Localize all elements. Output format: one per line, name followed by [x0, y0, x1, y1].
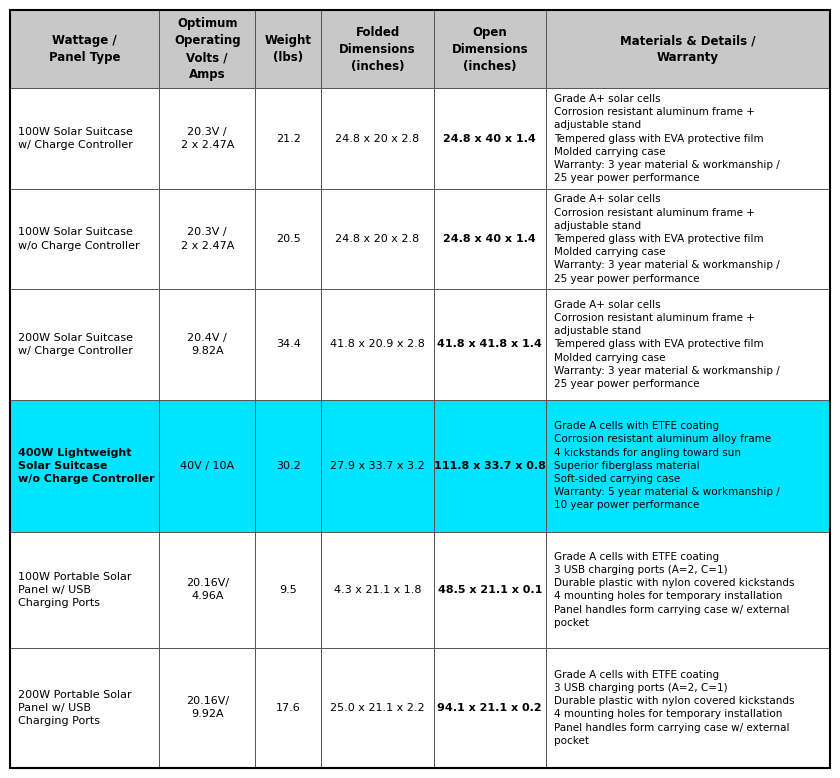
Bar: [255, 532, 322, 647]
Text: Optimum
Operating
Volts /
Amps: Optimum Operating Volts / Amps: [174, 17, 240, 81]
Text: 94.1 x 21.1 x 0.2: 94.1 x 21.1 x 0.2: [438, 703, 542, 713]
Bar: [10, 189, 160, 289]
Bar: [433, 532, 546, 647]
Text: 17.6: 17.6: [276, 703, 301, 713]
Text: 400W Lightweight
Solar Suitcase
w/o Charge Controller: 400W Lightweight Solar Suitcase w/o Char…: [18, 447, 155, 484]
Text: 111.8 x 33.7 x 0.8: 111.8 x 33.7 x 0.8: [434, 461, 546, 471]
Bar: [10, 532, 160, 647]
Bar: [322, 289, 433, 400]
Text: 100W Solar Suitcase
w/o Charge Controller: 100W Solar Suitcase w/o Charge Controlle…: [18, 227, 139, 251]
Text: 20.3V /
2 x 2.47A: 20.3V / 2 x 2.47A: [181, 227, 234, 251]
Text: 20.4V /
9.82A: 20.4V / 9.82A: [187, 333, 227, 356]
Bar: [160, 532, 255, 647]
Bar: [255, 647, 322, 768]
Text: 30.2: 30.2: [276, 461, 301, 471]
Text: 20.3V /
2 x 2.47A: 20.3V / 2 x 2.47A: [181, 127, 234, 150]
Bar: [322, 532, 433, 647]
Text: 4.3 x 21.1 x 1.8: 4.3 x 21.1 x 1.8: [333, 585, 422, 595]
Bar: [546, 289, 830, 400]
Text: 40V / 10A: 40V / 10A: [180, 461, 234, 471]
Bar: [10, 400, 160, 532]
Text: Folded
Dimensions
(inches): Folded Dimensions (inches): [339, 26, 416, 72]
Text: Grade A cells with ETFE coating
3 USB charging ports (A=2, C=1)
Durable plastic : Grade A cells with ETFE coating 3 USB ch…: [554, 670, 795, 746]
Bar: [546, 89, 830, 189]
Text: 34.4: 34.4: [276, 339, 301, 349]
Text: 41.8 x 20.9 x 2.8: 41.8 x 20.9 x 2.8: [330, 339, 425, 349]
Text: 20.16V/
4.96A: 20.16V/ 4.96A: [186, 578, 228, 601]
Text: 24.8 x 40 x 1.4: 24.8 x 40 x 1.4: [444, 134, 536, 143]
Bar: [546, 532, 830, 647]
Text: 200W Solar Suitcase
w/ Charge Controller: 200W Solar Suitcase w/ Charge Controller: [18, 333, 133, 356]
Bar: [433, 189, 546, 289]
Bar: [160, 400, 255, 532]
Bar: [433, 400, 546, 532]
Bar: [255, 89, 322, 189]
Bar: [546, 400, 830, 532]
Text: 24.8 x 20 x 2.8: 24.8 x 20 x 2.8: [335, 134, 420, 143]
Bar: [433, 89, 546, 189]
Text: Weight
(lbs): Weight (lbs): [265, 34, 312, 64]
Text: 27.9 x 33.7 x 3.2: 27.9 x 33.7 x 3.2: [330, 461, 425, 471]
Bar: [10, 10, 160, 89]
Bar: [10, 289, 160, 400]
Bar: [255, 189, 322, 289]
Bar: [433, 10, 546, 89]
Text: Grade A+ solar cells
Corrosion resistant aluminum frame +
adjustable stand
Tempe: Grade A+ solar cells Corrosion resistant…: [554, 194, 780, 283]
Bar: [255, 10, 322, 89]
Text: 41.8 x 41.8 x 1.4: 41.8 x 41.8 x 1.4: [438, 339, 543, 349]
Bar: [255, 400, 322, 532]
Bar: [322, 10, 433, 89]
Bar: [433, 647, 546, 768]
Text: 20.16V/
9.92A: 20.16V/ 9.92A: [186, 696, 228, 720]
Bar: [322, 89, 433, 189]
Bar: [160, 189, 255, 289]
Bar: [160, 10, 255, 89]
Text: 9.5: 9.5: [280, 585, 297, 595]
Bar: [322, 189, 433, 289]
Text: 24.8 x 20 x 2.8: 24.8 x 20 x 2.8: [335, 234, 420, 244]
Text: 100W Portable Solar
Panel w/ USB
Charging Ports: 100W Portable Solar Panel w/ USB Chargin…: [18, 572, 132, 608]
Bar: [255, 289, 322, 400]
Text: 200W Portable Solar
Panel w/ USB
Charging Ports: 200W Portable Solar Panel w/ USB Chargin…: [18, 689, 132, 726]
Text: 100W Solar Suitcase
w/ Charge Controller: 100W Solar Suitcase w/ Charge Controller: [18, 127, 133, 150]
Text: 25.0 x 21.1 x 2.2: 25.0 x 21.1 x 2.2: [330, 703, 425, 713]
Text: Grade A+ solar cells
Corrosion resistant aluminum frame +
adjustable stand
Tempe: Grade A+ solar cells Corrosion resistant…: [554, 300, 780, 389]
Text: Wattage /
Panel Type: Wattage / Panel Type: [49, 34, 120, 64]
Bar: [160, 289, 255, 400]
Bar: [546, 189, 830, 289]
Bar: [433, 289, 546, 400]
Bar: [160, 89, 255, 189]
Bar: [10, 89, 160, 189]
Bar: [322, 647, 433, 768]
Bar: [322, 400, 433, 532]
Text: Grade A+ solar cells
Corrosion resistant aluminum frame +
adjustable stand
Tempe: Grade A+ solar cells Corrosion resistant…: [554, 94, 780, 183]
Text: Grade A cells with ETFE coating
3 USB charging ports (A=2, C=1)
Durable plastic : Grade A cells with ETFE coating 3 USB ch…: [554, 552, 795, 628]
Bar: [160, 647, 255, 768]
Text: Materials & Details /
Warranty: Materials & Details / Warranty: [620, 34, 756, 64]
Text: 24.8 x 40 x 1.4: 24.8 x 40 x 1.4: [444, 234, 536, 244]
Bar: [546, 647, 830, 768]
Text: Grade A cells with ETFE coating
Corrosion resistant aluminum alloy frame
4 kicks: Grade A cells with ETFE coating Corrosio…: [554, 421, 780, 510]
Text: Open
Dimensions
(inches): Open Dimensions (inches): [451, 26, 528, 72]
Bar: [10, 647, 160, 768]
Text: 21.2: 21.2: [276, 134, 301, 143]
Text: 20.5: 20.5: [276, 234, 301, 244]
Bar: [546, 10, 830, 89]
Text: 48.5 x 21.1 x 0.1: 48.5 x 21.1 x 0.1: [438, 585, 542, 595]
